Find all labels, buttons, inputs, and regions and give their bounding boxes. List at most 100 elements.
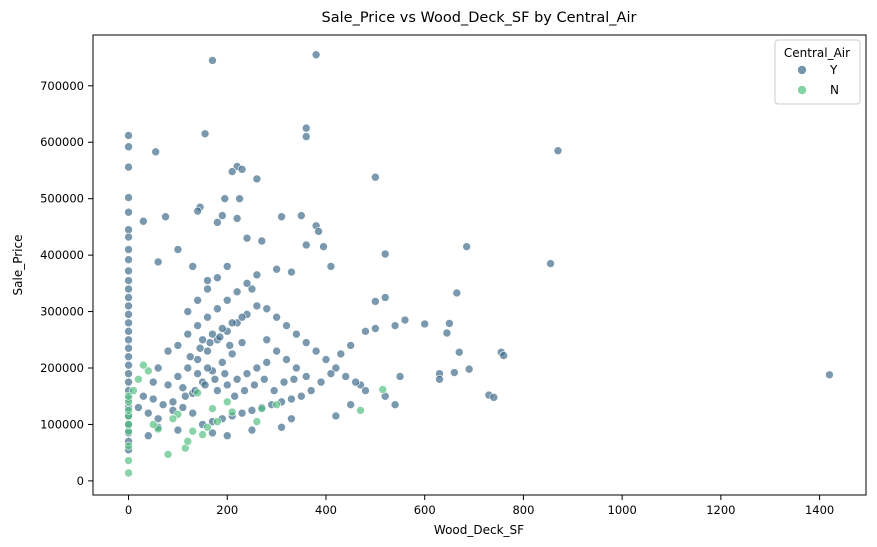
data-point-y xyxy=(242,233,252,243)
legend-label-y: Y xyxy=(829,63,838,77)
data-point-y xyxy=(227,167,237,176)
data-point-y xyxy=(139,216,148,226)
x-tick-label: 800 xyxy=(512,503,534,517)
data-point-y xyxy=(163,380,173,390)
x-tick-label: 1200 xyxy=(706,503,735,517)
plot-frame xyxy=(92,34,867,496)
data-point-y xyxy=(454,347,464,357)
x-tick-label: 200 xyxy=(216,503,238,517)
data-point-n xyxy=(143,366,153,376)
data-point-y xyxy=(262,358,272,367)
data-point-y xyxy=(272,346,281,356)
data-point-y xyxy=(205,338,215,347)
data-point-y xyxy=(825,370,834,380)
data-point-n xyxy=(134,374,143,384)
data-point-y xyxy=(153,257,163,267)
data-point-y xyxy=(380,293,390,302)
y-tick-label: 100000 xyxy=(40,417,84,431)
data-point-y xyxy=(227,349,237,359)
data-point-y xyxy=(326,262,336,271)
data-point-y xyxy=(148,377,158,387)
data-point-y xyxy=(336,349,346,359)
data-point-y xyxy=(200,129,210,139)
data-point-y xyxy=(173,341,183,350)
data-point-y xyxy=(277,212,286,222)
data-point-y xyxy=(230,391,239,401)
data-point-y xyxy=(124,142,133,152)
y-tick-label: 600000 xyxy=(40,135,84,149)
data-point-y xyxy=(346,341,355,350)
x-tick-label: 400 xyxy=(315,503,337,517)
data-point-y xyxy=(198,335,207,345)
data-point-y xyxy=(225,341,235,350)
data-point-y xyxy=(163,346,173,356)
data-point-n xyxy=(222,397,232,407)
data-point-y xyxy=(435,374,444,384)
data-point-y xyxy=(210,374,220,384)
legend-box xyxy=(774,39,861,105)
data-point-y xyxy=(301,240,311,250)
data-point-y xyxy=(489,393,499,402)
data-point-y xyxy=(257,236,267,246)
data-point-y xyxy=(124,301,133,311)
data-point-y xyxy=(331,411,341,421)
data-point-y xyxy=(237,408,247,418)
data-point-n xyxy=(124,456,133,465)
data-point-y xyxy=(222,262,232,271)
data-point-y xyxy=(124,193,133,202)
legend-title: Central_Air xyxy=(784,46,850,60)
data-point-y xyxy=(553,146,563,156)
data-point-y xyxy=(462,242,471,251)
data-point-y xyxy=(124,335,133,345)
data-point-y xyxy=(124,232,133,242)
data-point-y xyxy=(124,245,133,254)
y-tick-label: 0 xyxy=(77,474,84,488)
data-point-y xyxy=(193,206,202,216)
legend-marker-n xyxy=(797,85,807,95)
data-point-n xyxy=(124,420,133,429)
data-point-y xyxy=(193,369,202,378)
data-point-y xyxy=(218,211,227,220)
data-point-y xyxy=(153,363,163,373)
data-point-y xyxy=(390,321,400,330)
data-point-y xyxy=(240,386,249,395)
data-point-y xyxy=(301,372,311,381)
data-point-y xyxy=(237,338,247,347)
data-point-y xyxy=(232,214,242,223)
data-point-y xyxy=(252,363,262,373)
data-point-y xyxy=(124,318,133,328)
data-point-y xyxy=(124,284,133,294)
data-point-y xyxy=(311,50,321,60)
data-point-y xyxy=(188,408,198,418)
data-point-y xyxy=(252,270,262,280)
data-point-y xyxy=(195,343,205,353)
data-point-y xyxy=(326,369,336,378)
data-point-y xyxy=(148,394,158,404)
data-point-y xyxy=(420,319,430,329)
y-tick-label: 200000 xyxy=(40,361,84,375)
data-point-y xyxy=(203,346,212,356)
data-point-y xyxy=(237,165,247,174)
data-point-y xyxy=(311,346,321,356)
data-point-y xyxy=(181,391,190,401)
data-point-y xyxy=(208,428,217,438)
data-point-y xyxy=(301,338,311,347)
data-point-y xyxy=(173,245,183,254)
data-point-y xyxy=(222,431,232,441)
data-point-n xyxy=(129,386,138,395)
data-point-y xyxy=(390,400,400,409)
data-point-y xyxy=(262,335,272,345)
x-tick-label: 1400 xyxy=(805,503,834,517)
legend: Central_Air YN xyxy=(774,39,861,105)
data-point-y xyxy=(200,380,210,390)
data-point-y xyxy=(183,307,193,316)
data-point-y xyxy=(250,380,259,390)
data-point-y xyxy=(247,406,257,415)
data-point-y xyxy=(139,391,148,401)
legend-label-n: N xyxy=(830,83,839,97)
data-point-y xyxy=(161,212,170,222)
data-point-n xyxy=(188,426,198,436)
data-point-y xyxy=(203,363,212,373)
